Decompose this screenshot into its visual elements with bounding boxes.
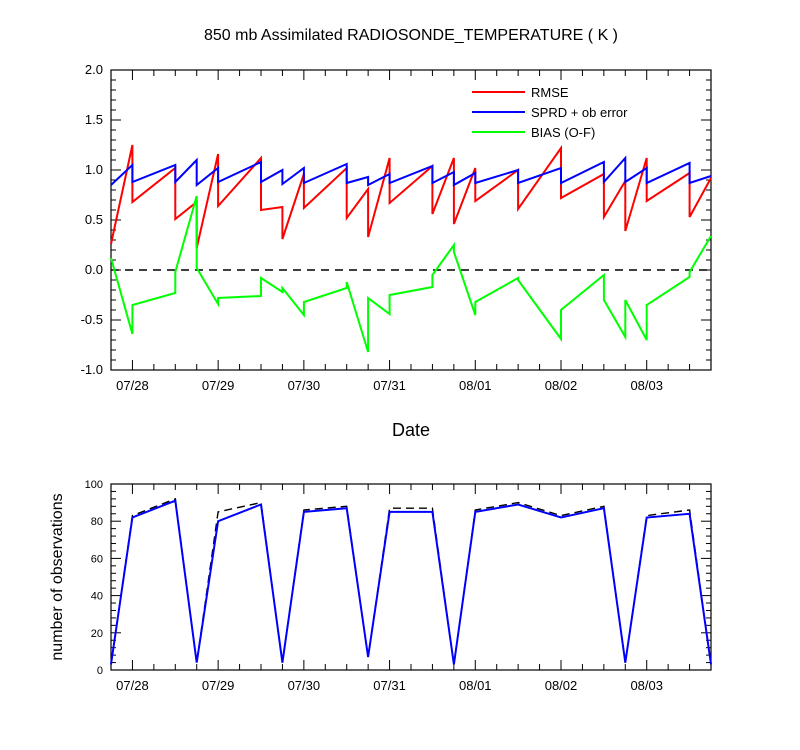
bottom-xtick-label: 07/31 [373, 678, 406, 693]
top-xtick-label: 07/31 [373, 378, 406, 393]
bottom-ytick-label: 60 [91, 553, 103, 565]
top-xtick-label: 08/01 [459, 378, 492, 393]
chart-title: 850 mb Assimilated RADIOSONDE_TEMPERATUR… [204, 27, 618, 44]
top-ytick-label: -0.5 [81, 312, 103, 327]
legend: RMSE SPRD + ob error BIAS (O-F) [472, 85, 628, 140]
legend-label: SPRD + ob error [531, 105, 628, 120]
bottom-xtick-label: 08/02 [545, 678, 578, 693]
bottom-xtick-label: 07/28 [116, 678, 149, 693]
top-ytick-label: -1.0 [81, 362, 103, 377]
legend-label: BIAS (O-F) [531, 125, 595, 140]
top-ytick-label: 1.0 [85, 162, 103, 177]
bottom-ytick-label: 20 [91, 628, 103, 640]
bottom-ytick-label: 40 [91, 591, 103, 603]
bottom-xtick-label: 07/29 [202, 678, 235, 693]
top-ytick-label: 0.5 [85, 212, 103, 227]
bottom-ytick-label: 0 [97, 665, 103, 677]
observation-count-panel: 100 80 60 40 20 0 07/28 07/29 07/30 07/31 08/01 08/… [49, 479, 712, 693]
top-xtick-label: 07/29 [202, 378, 235, 393]
x-axis-label: Date [392, 420, 430, 440]
top-ytick-label: 2.0 [85, 62, 103, 77]
bottom-ytick-label: 80 [91, 516, 103, 528]
top-ytick-label: 0.0 [85, 262, 103, 277]
top-xtick-label: 07/30 [288, 378, 321, 393]
top-ytick-label: 1.5 [85, 112, 103, 127]
top-xtick-label: 07/28 [116, 378, 149, 393]
y-axis-label-observations: number of observations [49, 493, 66, 660]
bottom-series-used [110, 499, 712, 665]
top-series-rmse [110, 144, 712, 249]
top-series [110, 144, 712, 353]
bottom-xtick-label: 07/30 [288, 678, 321, 693]
bottom-series [110, 497, 712, 665]
bottom-axes: 100 80 60 40 20 0 07/28 07/29 07/30 07/31 08/01 08/… [85, 479, 712, 693]
bottom-xtick-label: 08/01 [459, 678, 492, 693]
bottom-xtick-label: 08/03 [630, 678, 663, 693]
top-series-bias-o-f [110, 195, 712, 353]
legend-label: RMSE [531, 85, 569, 100]
top-xtick-label: 08/02 [545, 378, 578, 393]
top-xtick-label: 08/03 [630, 378, 663, 393]
bottom-ytick-label: 100 [85, 479, 103, 491]
bias-rmse-panel: 850 mb Assimilated RADIOSONDE_TEMPERATUR… [81, 27, 712, 440]
top-series-sprd-ob-error [110, 155, 712, 188]
top-axes: 2.0 1.5 1.0 0.5 0.0 -0.5 -1.0 07/28 07/29 07/30 07… [81, 62, 712, 393]
